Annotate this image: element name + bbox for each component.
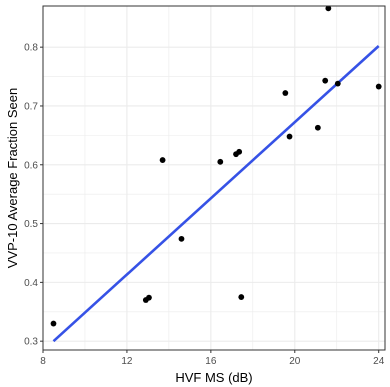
data-point xyxy=(314,124,321,131)
y-tick-label: 0.5 xyxy=(24,219,38,230)
y-tick-label: 0.8 xyxy=(24,43,38,54)
data-point xyxy=(50,320,57,327)
x-axis: 8 12 16 20 24 xyxy=(40,350,385,367)
x-tick-label: 8 xyxy=(40,356,46,367)
data-point xyxy=(286,133,293,140)
x-tick-label: 24 xyxy=(373,356,385,367)
y-axis: 0.3 0.4 0.5 0.6 0.7 0.8 xyxy=(24,43,43,348)
y-axis-title: VVP-10 Average Fraction Seen xyxy=(5,88,20,268)
fit-line-layer xyxy=(52,45,380,343)
data-point xyxy=(146,294,152,301)
points-layer xyxy=(50,5,382,327)
data-point xyxy=(334,80,341,87)
x-axis-title: HVF MS (dB) xyxy=(175,370,252,385)
y-tick-label: 0.3 xyxy=(24,337,38,348)
data-point xyxy=(238,294,245,300)
fit-line xyxy=(52,45,380,343)
data-point xyxy=(375,83,382,90)
y-tick-label: 0.4 xyxy=(24,278,38,289)
data-point xyxy=(322,77,329,84)
data-point xyxy=(159,157,166,163)
data-point xyxy=(236,148,243,155)
x-tick-label: 20 xyxy=(289,356,301,367)
data-point xyxy=(178,235,185,242)
grid xyxy=(42,6,385,350)
y-tick-label: 0.7 xyxy=(24,101,38,112)
data-point xyxy=(282,90,289,96)
x-tick-label: 12 xyxy=(121,356,133,367)
data-point xyxy=(217,158,224,165)
x-tick-label: 16 xyxy=(205,356,217,367)
data-point xyxy=(325,5,332,12)
y-tick-label: 0.6 xyxy=(24,160,38,171)
panel-border xyxy=(42,5,386,351)
